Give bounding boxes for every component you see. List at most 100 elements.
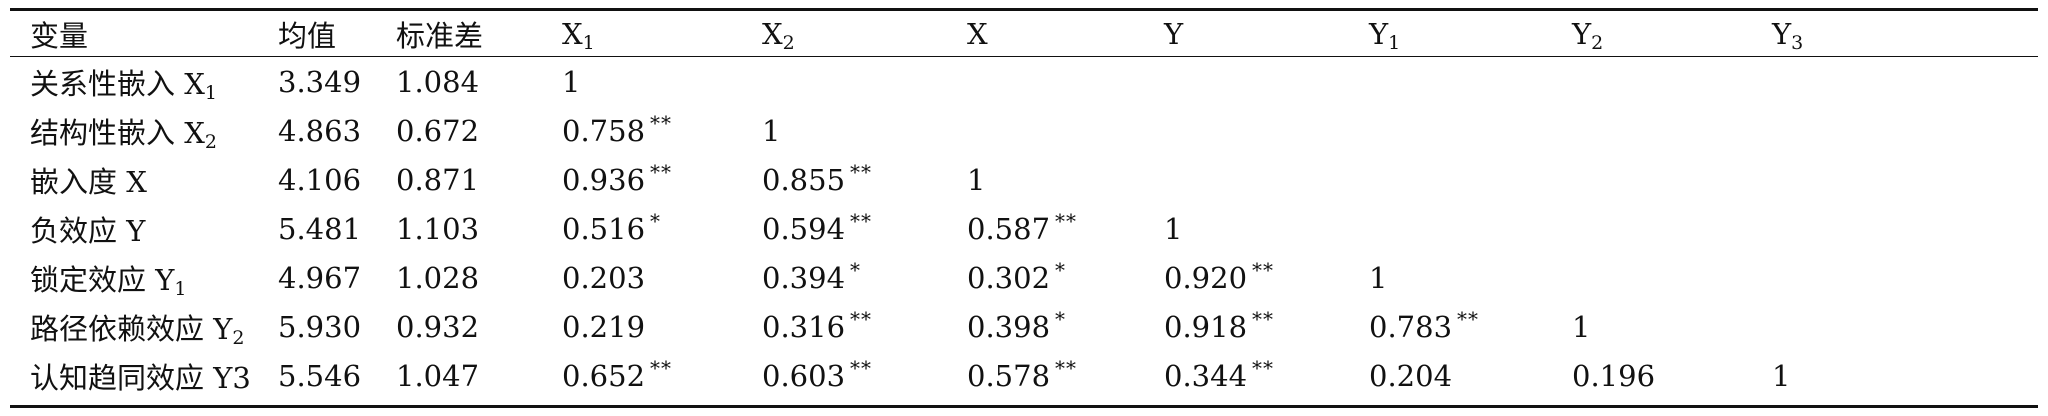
correlation-value: 0.203	[562, 260, 646, 295]
column-header-subscript: 1	[582, 31, 595, 54]
correlation-value: 0.578	[967, 358, 1051, 393]
table-bottom-rule	[10, 405, 2038, 408]
column-header: Y	[1164, 11, 1369, 57]
column-header: Y3	[1772, 11, 2038, 57]
correlation-value: 0.398	[967, 309, 1051, 344]
correlation-value: 1	[967, 162, 986, 197]
correlation-cell	[1572, 57, 1772, 107]
correlation-value: 0.783	[1369, 309, 1453, 344]
correlation-value: 0.394	[762, 260, 846, 295]
correlation-value: 0.855	[762, 162, 846, 197]
correlation-cell: 0.603 **	[762, 351, 967, 400]
std-dev-cell: 1.028	[396, 260, 480, 295]
std-dev-cell: 1.103	[396, 211, 480, 246]
correlation-cell	[967, 106, 1164, 155]
correlation-value: 1	[762, 113, 781, 148]
correlation-cell: 0.578 **	[967, 351, 1164, 400]
correlation-cell	[1164, 106, 1369, 155]
correlation-cell	[1772, 106, 2038, 155]
table-row: 路径依赖效应 Y2 5.930 0.932 0.219 0.316 ** 0.398 * 0.9…	[10, 302, 2038, 351]
column-header-label: Y	[1772, 16, 1792, 51]
correlation-cell	[1772, 155, 2038, 204]
std-dev-cell: 1.084	[396, 64, 480, 99]
table-top-rule	[10, 8, 2038, 11]
correlation-cell: 0.204	[1369, 351, 1572, 400]
correlation-cell	[1572, 155, 1772, 204]
row-label-subscript: 1	[174, 277, 187, 300]
mean-cell: 4.863	[278, 113, 362, 148]
correlation-cell: 0.918 **	[1164, 302, 1369, 351]
correlation-cell	[967, 57, 1164, 107]
correlation-cell: 0.344 **	[1164, 351, 1369, 400]
correlation-cell	[1369, 57, 1572, 107]
row-label: 路径依赖效应 Y	[30, 311, 233, 346]
table-row: 认知趋同效应 Y3 5.546 1.047 0.652 ** 0.603 ** 0.578 **…	[10, 351, 2038, 400]
table-row: 负效应 Y 5.481 1.103 0.516 * 0.594 ** 0.587 ** 1	[10, 204, 2038, 253]
column-header-label: Y	[1164, 16, 1184, 51]
column-header-label: X	[967, 16, 988, 51]
column-header: 均值	[278, 11, 396, 57]
correlation-cell: 1	[1772, 351, 2038, 400]
column-header-subscript: 1	[1388, 31, 1401, 54]
column-header: 变量	[10, 11, 278, 57]
column-header: Y1	[1369, 11, 1572, 57]
correlation-value: 1	[1772, 358, 1791, 393]
correlation-cell: 0.219	[562, 302, 762, 351]
row-label: 锁定效应 Y	[30, 262, 175, 297]
correlation-value: 1	[562, 64, 581, 99]
std-dev-cell: 0.932	[396, 309, 480, 344]
correlation-cell: 0.855 **	[762, 155, 967, 204]
correlation-cell: 0.394 *	[762, 253, 967, 302]
row-label-cell: 嵌入度 X	[10, 155, 278, 204]
column-header: X	[967, 11, 1164, 57]
table-row: 嵌入度 X 4.106 0.871 0.936 ** 0.855 ** 1	[10, 155, 2038, 204]
mean-cell: 4.967	[278, 260, 362, 295]
row-label: 认知趋同效应 Y3	[30, 360, 251, 395]
correlation-cell: 0.936 **	[562, 155, 762, 204]
mean-cell: 4.106	[278, 162, 362, 197]
table-row: 结构性嵌入 X2 4.863 0.672 0.758 ** 1	[10, 106, 2038, 155]
correlation-cell: 0.398 *	[967, 302, 1164, 351]
correlation-cell: 0.920 **	[1164, 253, 1369, 302]
column-header-label: 均值	[278, 18, 337, 53]
correlation-value: 0.204	[1369, 358, 1453, 393]
correlation-cell: 1	[1369, 253, 1572, 302]
significance-marker: *	[1055, 306, 1067, 331]
correlation-value: 0.516	[562, 211, 646, 246]
correlation-cell	[1164, 155, 1369, 204]
correlation-value: 0.196	[1572, 358, 1656, 393]
significance-marker: **	[650, 355, 673, 380]
correlation-value: 1	[1572, 309, 1591, 344]
correlation-cell	[1164, 57, 1369, 107]
correlation-cell	[1772, 57, 2038, 107]
correlation-value: 0.587	[967, 211, 1051, 246]
significance-marker: **	[1252, 257, 1275, 282]
correlation-cell: 0.203	[562, 253, 762, 302]
row-label: 结构性嵌入 X	[30, 115, 205, 150]
table-row: 关系性嵌入 X1 3.349 1.084 1	[10, 57, 2038, 107]
column-header-label: 变量	[30, 18, 89, 53]
significance-marker: **	[1457, 306, 1480, 331]
row-label-cell: 路径依赖效应 Y2	[10, 302, 278, 351]
column-header-label: X	[562, 16, 583, 51]
significance-marker: **	[1055, 208, 1078, 233]
significance-marker: **	[650, 110, 673, 135]
row-label-cell: 锁定效应 Y1	[10, 253, 278, 302]
significance-marker: **	[650, 159, 673, 184]
correlation-cell	[1772, 253, 2038, 302]
table-row: 锁定效应 Y1 4.967 1.028 0.203 0.394 * 0.302 * 0.920 *…	[10, 253, 2038, 302]
column-header-label: X	[762, 16, 783, 51]
column-header-label: Y	[1369, 16, 1389, 51]
significance-marker: *	[850, 257, 862, 282]
mean-cell: 5.546	[278, 358, 362, 393]
correlation-value: 0.302	[967, 260, 1051, 295]
column-header: X1	[562, 11, 762, 57]
row-label-cell: 关系性嵌入 X1	[10, 57, 278, 107]
correlation-value: 0.316	[762, 309, 846, 344]
correlation-cell	[1369, 106, 1572, 155]
correlation-value: 0.918	[1164, 309, 1248, 344]
significance-marker: *	[1055, 257, 1067, 282]
significance-marker: **	[850, 159, 873, 184]
correlation-cell	[1772, 302, 2038, 351]
correlation-cell: 1	[1572, 302, 1772, 351]
